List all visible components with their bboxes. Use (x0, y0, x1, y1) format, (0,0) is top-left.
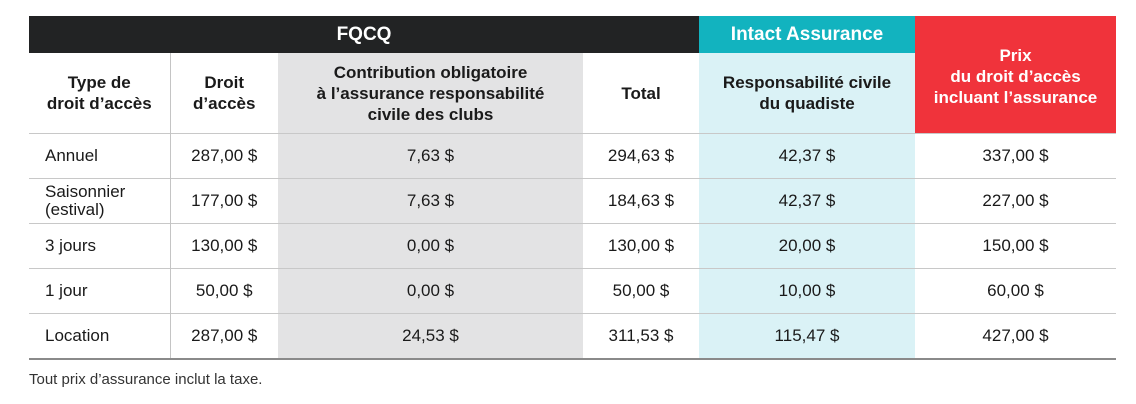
table-row: Saisonnier (estival) 177,00 $7,63 $184,63… (29, 178, 1117, 224)
row-type: 1 jour (29, 268, 170, 314)
row-type: Saisonnier (estival) (29, 178, 170, 224)
row-total: 130,00 $ (583, 223, 700, 269)
row-prix: 227,00 $ (915, 178, 1117, 224)
row-droit: 177,00 $ (169, 178, 278, 224)
table-row: Location 287,00 $24,53 $311,53 $115,47 $4… (29, 313, 1117, 360)
row-responsabilite: 42,37 $ (699, 178, 916, 224)
responsabilite-column-header: Responsabilité civile du quadiste (699, 53, 916, 134)
droit-column-header: Droit d’accès (169, 53, 278, 134)
fqcq-group-header: FQCQ (29, 16, 700, 53)
row-type: Location (29, 313, 170, 360)
row-total: 294,63 $ (583, 133, 700, 179)
table-row: 1 jour 50,00 $0,00 $50,00 $10,00 $60,00 $ (29, 268, 1117, 314)
row-droit: 50,00 $ (169, 268, 278, 314)
row-responsabilite: 10,00 $ (699, 268, 916, 314)
row-contribution: 0,00 $ (278, 268, 583, 314)
row-droit: 287,00 $ (169, 133, 278, 179)
row-contribution: 24,53 $ (278, 313, 583, 360)
row-total: 184,63 $ (583, 178, 700, 224)
row-responsabilite: 20,00 $ (699, 223, 916, 269)
table-row: Annuel 287,00 $7,63 $294,63 $42,37 $337,0… (29, 133, 1117, 179)
prix-column-header: Prix du droit d’accès incluant l’assuran… (915, 16, 1117, 134)
row-type: Annuel (29, 133, 170, 179)
row-responsabilite: 42,37 $ (699, 133, 916, 179)
row-contribution: 0,00 $ (278, 223, 583, 269)
pricing-table: FQCQ Intact Assurance Prix du droit d’ac… (29, 16, 1117, 360)
row-type: 3 jours (29, 223, 170, 269)
row-prix: 337,00 $ (915, 133, 1117, 179)
group-header-row: FQCQ Intact Assurance Prix du droit d’ac… (29, 16, 1117, 134)
row-prix: 60,00 $ (915, 268, 1117, 314)
row-contribution: 7,63 $ (278, 133, 583, 179)
row-responsabilite: 115,47 $ (699, 313, 916, 360)
table-row: 3 jours 130,00 $0,00 $130,00 $20,00 $150,… (29, 223, 1117, 269)
row-contribution: 7,63 $ (278, 178, 583, 224)
row-total: 50,00 $ (583, 268, 700, 314)
row-droit: 287,00 $ (169, 313, 278, 360)
contribution-column-header: Contribution obligatoire à l’assurance r… (278, 53, 583, 134)
row-prix: 150,00 $ (915, 223, 1117, 269)
row-droit: 130,00 $ (169, 223, 278, 269)
row-total: 311,53 $ (583, 313, 700, 360)
footnote: Tout prix d’assurance inclut la taxe. (29, 371, 263, 388)
intact-group-header: Intact Assurance (699, 16, 916, 53)
column-header-row: Type de droit d’accès Droit d’accès Cont… (29, 53, 1116, 134)
total-column-header: Total (621, 83, 661, 103)
type-column-header: Type de droit d’accès (46, 73, 152, 113)
row-prix: 427,00 $ (915, 313, 1117, 360)
